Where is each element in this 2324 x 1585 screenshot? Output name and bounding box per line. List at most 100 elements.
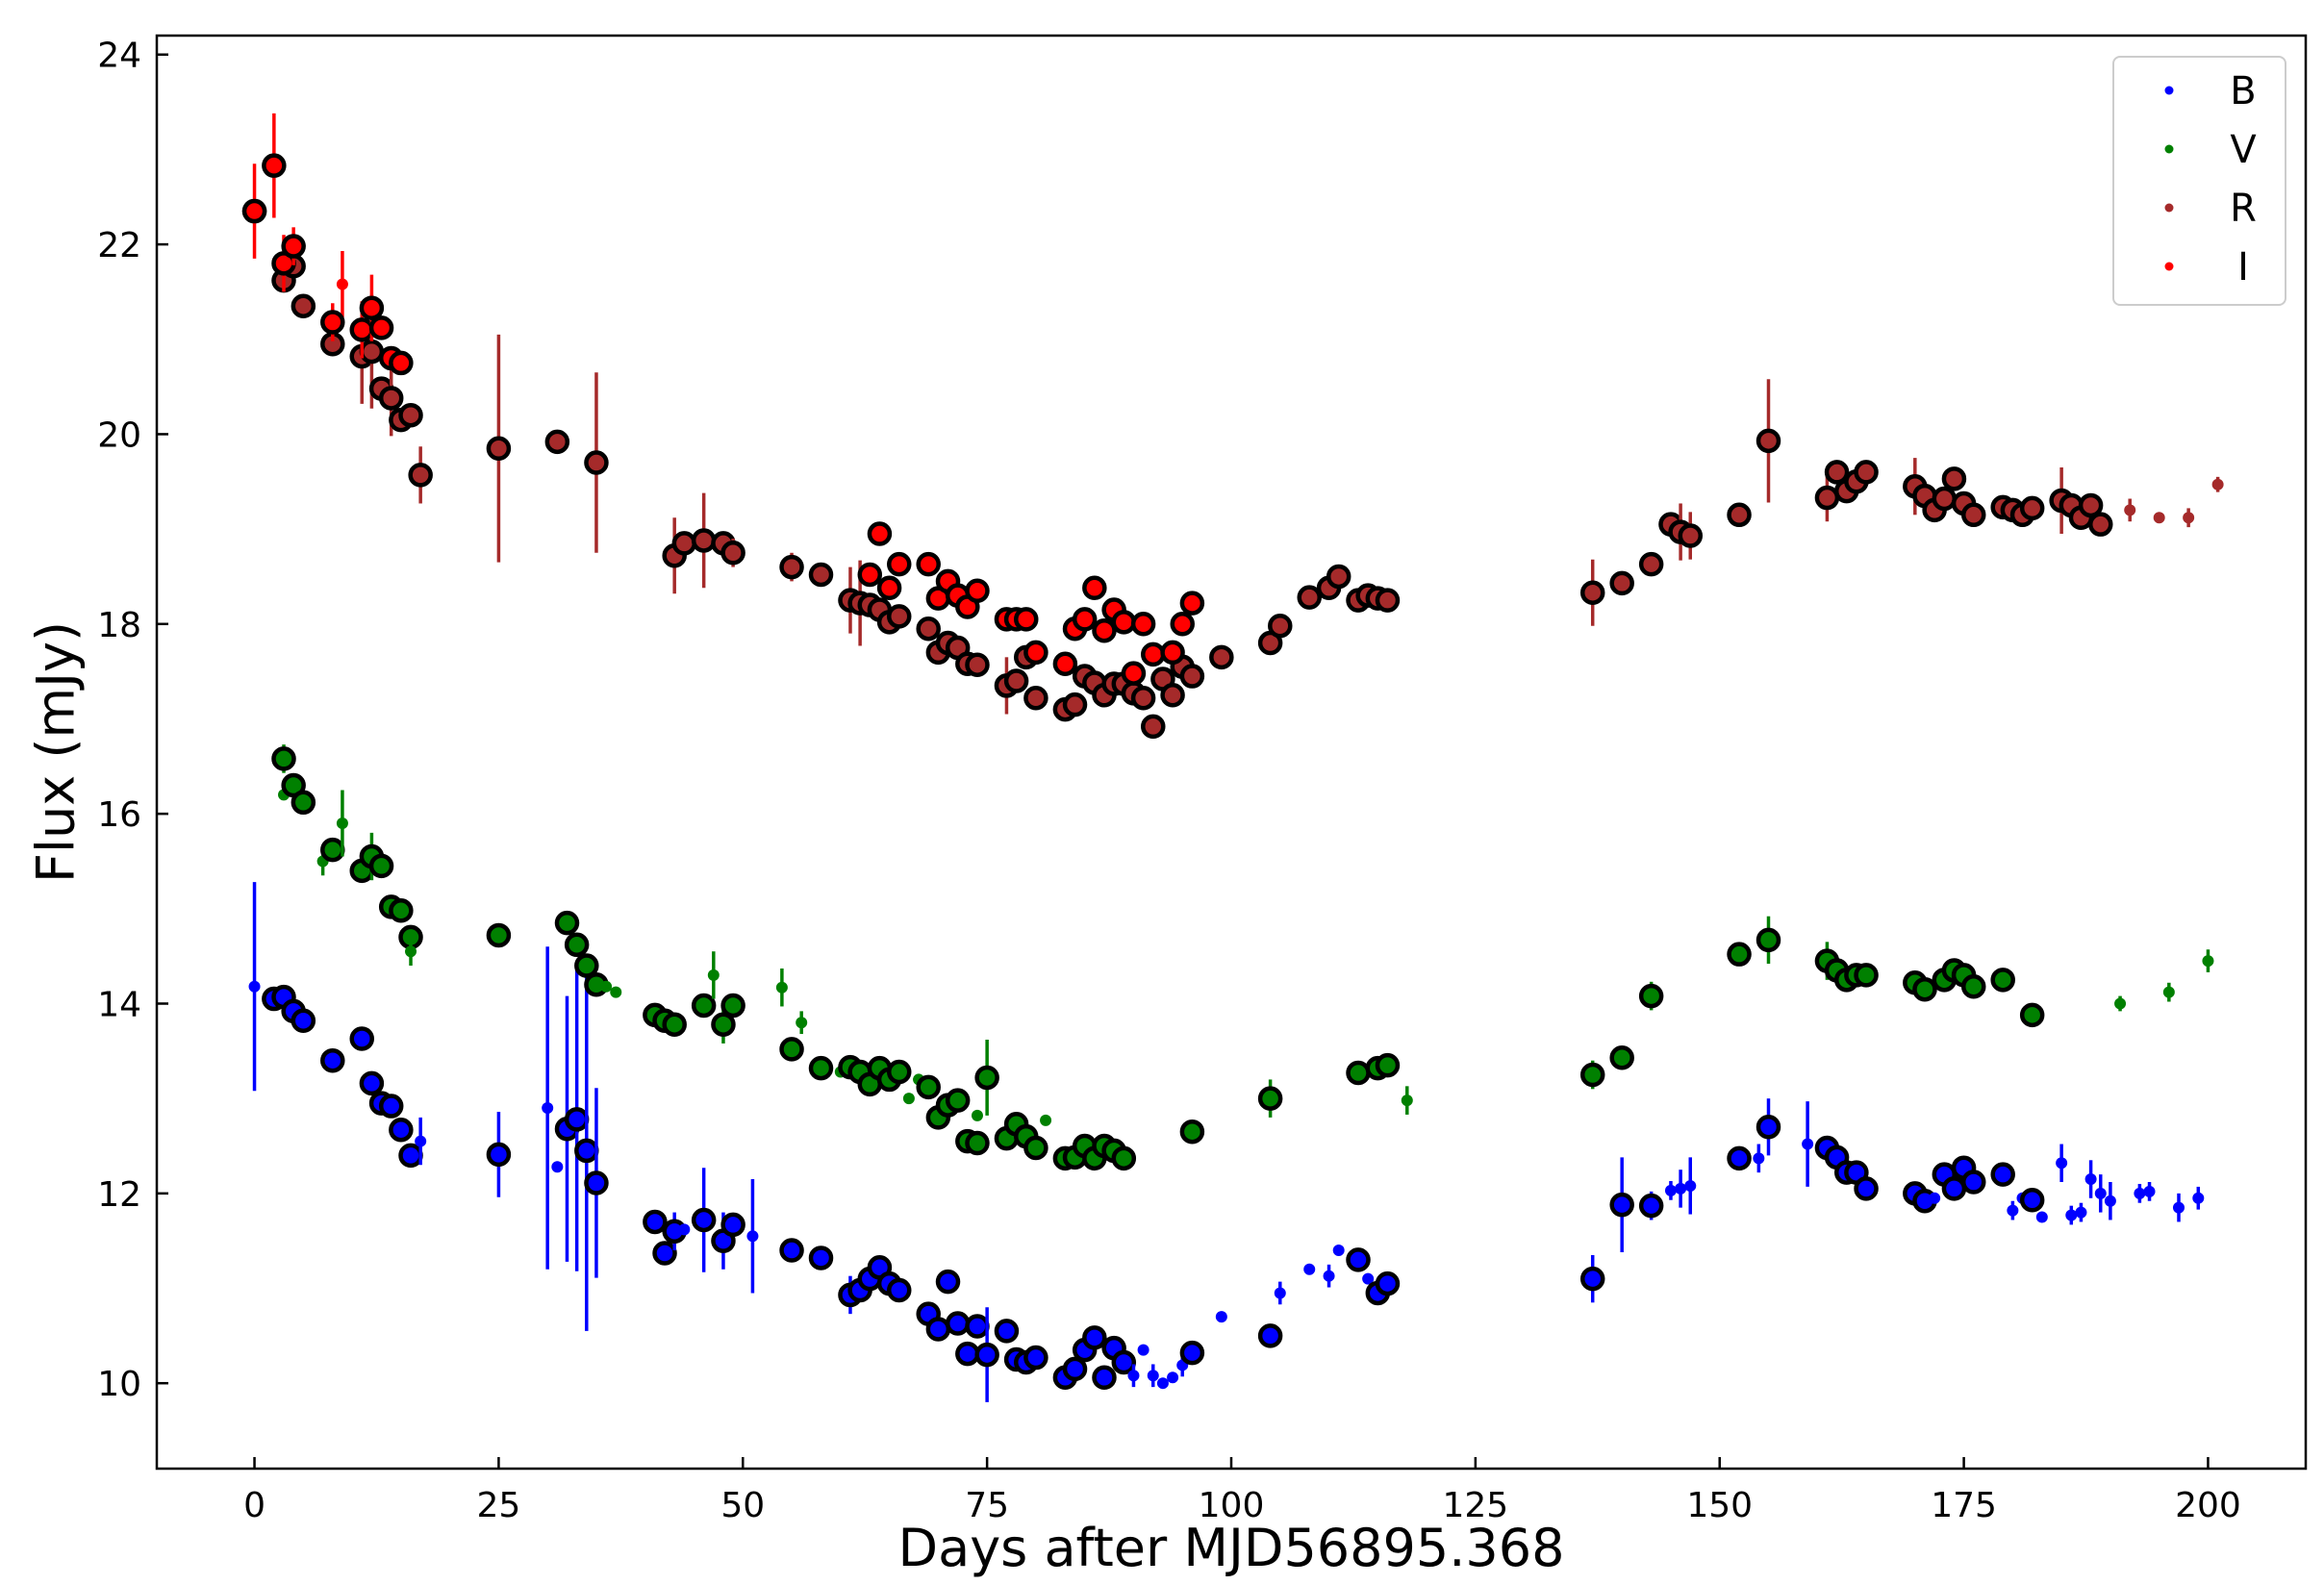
data-point: [1346, 1060, 1371, 1086]
x-tick-label: 150: [1686, 1486, 1753, 1525]
data-point: [974, 1342, 999, 1368]
data-point: [779, 554, 804, 580]
data-point: [610, 986, 622, 998]
data-point: [1678, 523, 1704, 548]
data-point: [1912, 976, 1937, 1002]
data-point: [1941, 466, 1967, 491]
data-point: [1141, 642, 1166, 667]
data-point: [2104, 1195, 2116, 1207]
legend-label: I: [2237, 245, 2249, 289]
x-tick-label: 100: [1199, 1486, 1265, 1525]
legend-marker: [2164, 203, 2174, 213]
data-point: [1960, 973, 1986, 999]
data-point: [290, 293, 316, 318]
data-point: [574, 953, 599, 978]
data-point: [965, 1314, 990, 1339]
data-point: [2172, 1201, 2185, 1214]
data-point: [808, 1055, 834, 1081]
data-point: [779, 1238, 804, 1263]
data-point: [564, 932, 590, 958]
data-point: [486, 436, 512, 461]
data-point: [971, 1109, 983, 1121]
data-point: [1684, 1179, 1697, 1192]
data-point: [378, 1094, 404, 1119]
data-point: [1756, 428, 1781, 454]
data-point: [486, 1142, 512, 1168]
data-point: [290, 790, 316, 816]
data-point: [336, 278, 348, 290]
data-point: [551, 1161, 564, 1173]
data-point: [1092, 617, 1117, 643]
data-point: [1156, 1377, 1169, 1390]
data-point: [886, 1059, 912, 1085]
data-point: [1179, 591, 1205, 616]
data-point: [320, 1047, 345, 1073]
series-V: [271, 744, 2214, 1171]
data-point: [808, 562, 834, 588]
data-point: [1062, 1356, 1088, 1382]
y-tick-label: 14: [97, 985, 141, 1024]
data-point: [1727, 1145, 1752, 1171]
data-point: [398, 402, 423, 428]
legend-marker: [2164, 144, 2174, 154]
data-point: [564, 1107, 590, 1132]
data-point: [643, 1209, 668, 1235]
data-point: [359, 295, 385, 320]
data-point: [1111, 1349, 1137, 1375]
data-point: [574, 1138, 599, 1164]
data-point: [378, 386, 404, 411]
data-point: [1638, 551, 1664, 577]
data-point: [886, 604, 912, 629]
data-point: [994, 1319, 1020, 1344]
data-point: [1297, 585, 1322, 610]
data-point: [1332, 1245, 1345, 1257]
data-point: [1638, 983, 1664, 1009]
data-point: [916, 616, 941, 642]
data-point: [2056, 1157, 2068, 1170]
data-point: [368, 315, 394, 340]
x-tick-label: 25: [477, 1486, 521, 1525]
data-point: [544, 429, 570, 455]
data-point: [1346, 1247, 1371, 1272]
data-point: [965, 1130, 990, 1156]
data-point: [1014, 607, 1039, 632]
y-tick-label: 16: [97, 795, 141, 835]
data-point: [368, 853, 394, 879]
data-point: [1023, 686, 1048, 711]
data-point: [1072, 607, 1098, 632]
data-point: [652, 1241, 677, 1266]
data-point: [281, 234, 306, 259]
data-point: [1579, 1062, 1605, 1088]
data-point: [974, 1065, 999, 1091]
data-point: [1854, 1176, 1879, 1201]
data-point: [349, 1026, 374, 1051]
data-point: [2094, 1187, 2107, 1199]
data-point: [1756, 927, 1781, 953]
data-point: [857, 562, 883, 588]
data-point: [2143, 1185, 2156, 1197]
data-point: [2078, 492, 2104, 518]
data-point: [1824, 460, 1850, 485]
data-point: [415, 1135, 427, 1147]
data-point: [600, 980, 613, 993]
data-point: [902, 1093, 915, 1105]
data-point: [359, 339, 385, 365]
data-point: [389, 898, 414, 923]
data-point: [720, 993, 745, 1019]
data-point: [916, 551, 941, 577]
data-point: [2035, 1211, 2048, 1223]
data-point: [349, 317, 374, 342]
data-point: [945, 1311, 971, 1336]
data-point: [1664, 1184, 1677, 1196]
data-point: [796, 1017, 808, 1029]
data-point: [1990, 1162, 2015, 1187]
data-point: [916, 1074, 941, 1100]
data-point: [1960, 502, 1986, 528]
data-point: [1167, 1371, 1179, 1384]
data-point: [2088, 512, 2113, 537]
data-point: [1052, 651, 1078, 676]
data-point: [935, 1269, 961, 1295]
data-point: [886, 551, 912, 577]
